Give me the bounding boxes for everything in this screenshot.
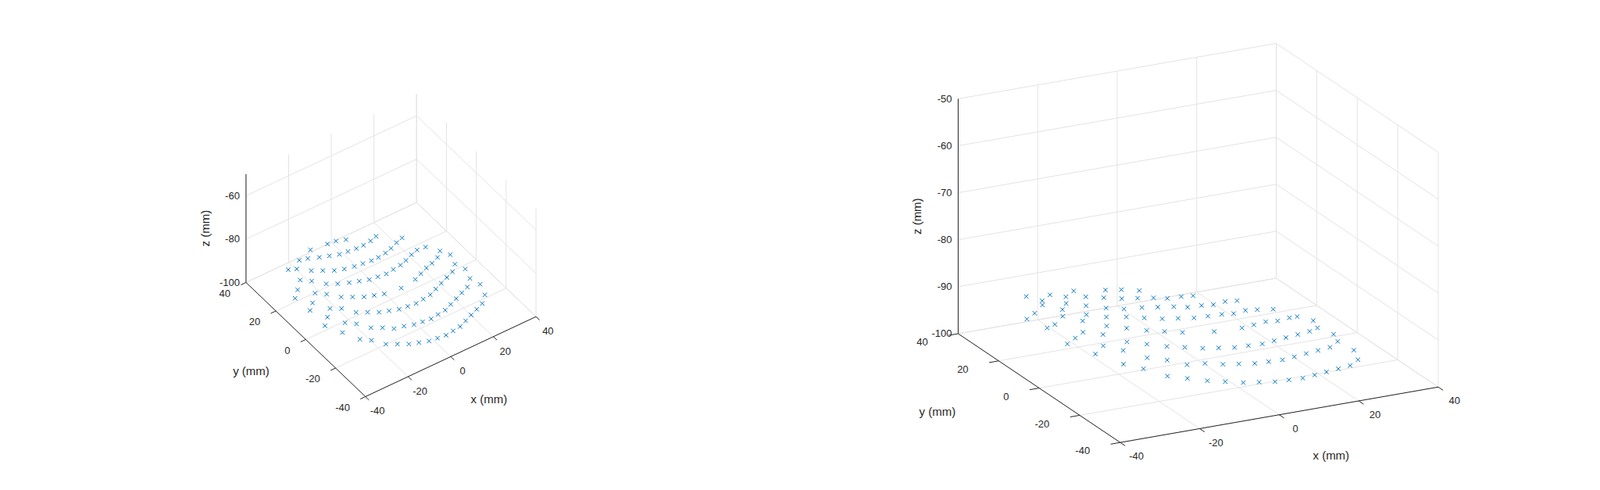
- svg-text:0: 0: [460, 364, 466, 377]
- svg-text:-20: -20: [1208, 436, 1224, 449]
- svg-text:-40: -40: [370, 404, 386, 417]
- svg-text:-40: -40: [1128, 450, 1144, 462]
- svg-text:-50: -50: [937, 92, 953, 105]
- svg-text:-70: -70: [937, 186, 953, 199]
- svg-text:-90: -90: [937, 280, 953, 293]
- svg-text:0: 0: [284, 344, 290, 357]
- svg-text:y (mm): y (mm): [919, 404, 957, 418]
- svg-text:20: 20: [249, 315, 261, 328]
- svg-text:-20: -20: [1035, 417, 1050, 430]
- svg-text:-20: -20: [305, 372, 321, 385]
- svg-text:x (mm): x (mm): [471, 392, 508, 406]
- svg-text:y (mm): y (mm): [232, 364, 270, 378]
- svg-text:-40: -40: [1075, 444, 1090, 457]
- svg-text:-80: -80: [937, 233, 953, 246]
- svg-text:20: 20: [1369, 408, 1381, 421]
- svg-text:-40: -40: [335, 401, 350, 414]
- svg-text:x (mm): x (mm): [1312, 448, 1350, 462]
- svg-text:40: 40: [916, 335, 928, 348]
- svg-text:40: 40: [1448, 394, 1460, 407]
- svg-text:0: 0: [1292, 422, 1299, 435]
- svg-text:40: 40: [542, 325, 554, 337]
- svg-text:-100: -100: [219, 276, 240, 289]
- svg-text:20: 20: [500, 345, 511, 358]
- svg-text:-80: -80: [225, 232, 240, 245]
- svg-text:40: 40: [219, 287, 231, 300]
- svg-text:-20: -20: [412, 385, 428, 397]
- svg-text:z (mm): z (mm): [198, 210, 212, 247]
- svg-text:20: 20: [957, 363, 968, 375]
- svg-text:0: 0: [1003, 390, 1009, 403]
- svg-text:-100: -100: [931, 327, 952, 340]
- svg-text:-60: -60: [225, 189, 240, 202]
- svg-text:-60: -60: [937, 139, 953, 152]
- svg-text:z (mm): z (mm): [910, 197, 924, 235]
